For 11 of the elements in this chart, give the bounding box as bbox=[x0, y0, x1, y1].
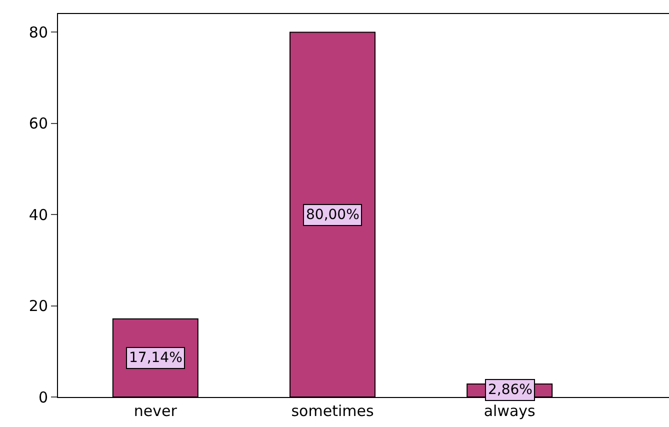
y-tick-label: 0 bbox=[38, 388, 48, 406]
x-tick-label: never bbox=[134, 402, 178, 420]
x-tick-label: sometimes bbox=[291, 402, 374, 420]
data-label: 17,14% bbox=[129, 350, 182, 366]
y-tick-label: 20 bbox=[28, 297, 48, 316]
y-tick-label: 60 bbox=[28, 114, 48, 133]
data-label: 2,86% bbox=[488, 382, 532, 398]
y-tick-label: 80 bbox=[28, 23, 48, 42]
data-label: 80,00% bbox=[306, 207, 360, 223]
x-tick-label: always bbox=[484, 402, 536, 420]
y-tick-label: 40 bbox=[28, 206, 48, 224]
